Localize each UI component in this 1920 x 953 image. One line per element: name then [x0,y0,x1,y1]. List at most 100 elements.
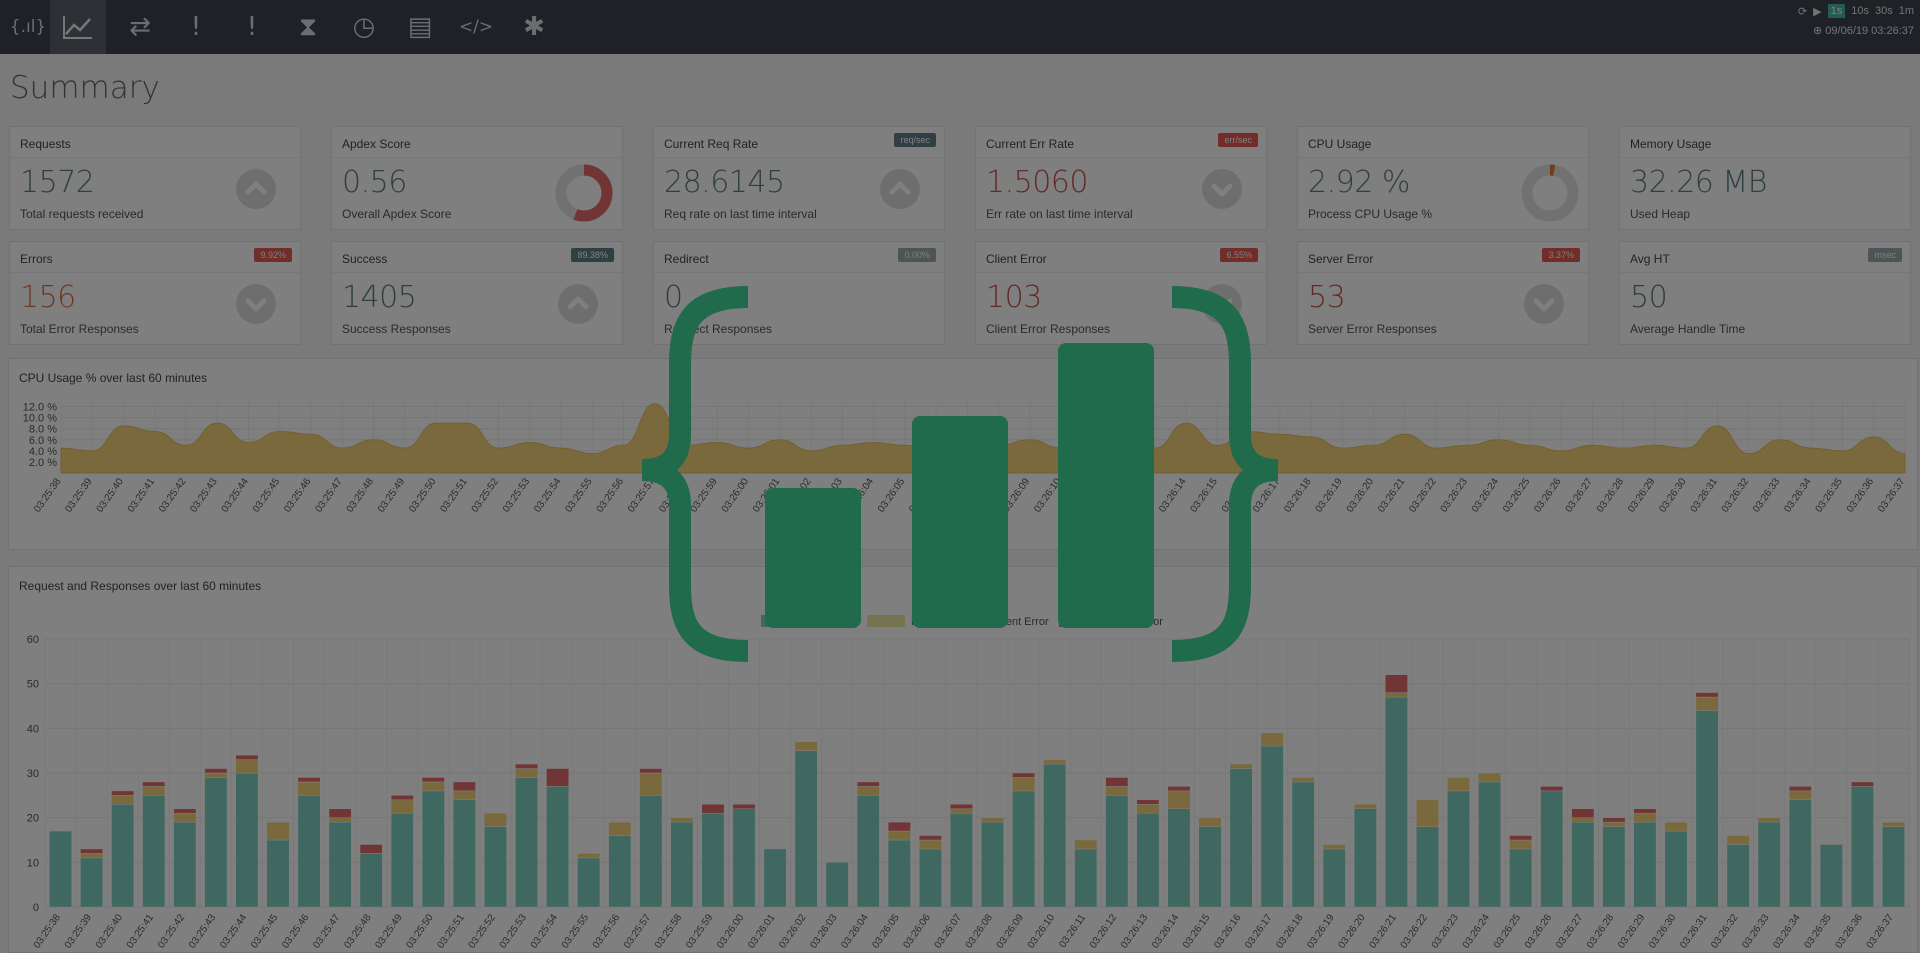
bar-success [1540,790,1564,908]
bar-success [732,808,756,908]
transfer-icon: ⇄ [129,12,151,42]
bar-success [266,839,290,908]
bar-server-error [421,777,445,783]
nav-item-line-chart[interactable] [50,0,106,54]
nav-item-document[interactable]: ▤ [392,0,448,54]
nav-item-transfer[interactable]: ⇄ [112,0,168,54]
x-tick-label: 03:25:46 [280,912,312,951]
bar-success [421,790,445,908]
y-tick-label: 8.0 % [29,424,57,436]
x-tick-label: 03:26:19 [1305,912,1337,951]
bar-client-error [887,830,911,841]
card-divider [1620,272,1910,273]
x-tick-label: 03:26:28 [1585,912,1617,951]
card-subtitle: Server Error Responses [1308,322,1437,336]
bar-server-error [856,781,880,787]
nav-item-clock[interactable]: ◷ [336,0,392,54]
x-tick-label: 03:25:38 [32,476,64,515]
bar-client-error [235,759,259,774]
bar-server-error [1167,786,1191,792]
x-tick-label: 03:26:17 [1243,912,1275,951]
exclamation-icon: ! [246,12,258,42]
card-divider [10,272,300,273]
nav-item-exclamation[interactable]: ! [224,0,280,54]
bar-success [111,804,135,908]
nav-item-status[interactable]: {.ıl} [0,0,56,54]
nav-item-asterisk[interactable]: ✱ [506,0,562,54]
bar-client-error [856,786,880,796]
nav-item-hourglass[interactable]: ⧗ [280,0,336,54]
arrow-up-icon [558,284,598,324]
bar-server-error [887,821,911,832]
y-tick-label: 0 [33,902,39,914]
interval-option-selected[interactable]: 1s [1827,4,1846,18]
bar-success [1819,844,1843,908]
x-tick-label: 03:25:44 [220,476,252,515]
nav-item-alert-circle[interactable]: ! [168,0,224,54]
x-tick-label: 03:25:52 [470,476,502,515]
bar-success [1416,826,1439,908]
card-title: Client Error [986,252,1047,266]
timestamp-text: 09/06/19 03:26:37 [1825,25,1914,37]
refresh-icon[interactable]: ⟳ [1797,5,1808,18]
x-tick-label: 03:26:25 [1501,476,1533,515]
x-tick-label: 03:26:20 [1336,912,1368,951]
bar-client-error [1074,839,1098,850]
bar-success [825,862,849,908]
x-tick-label: 03:26:21 [1376,476,1408,515]
nav-item-code[interactable]: </> [448,0,504,54]
x-tick-label: 03:26:22 [1399,912,1431,951]
card-divider [654,272,944,273]
bar-success [328,821,352,908]
bar-client-error [80,853,104,859]
x-tick-label: 03:26:14 [1150,912,1182,951]
bar-client-error [1447,777,1470,792]
bar-server-error [1633,808,1657,814]
x-tick-label: 03:26:09 [995,912,1027,951]
card-badge: 3.37% [1542,248,1580,262]
interval-option[interactable]: 1m [1898,5,1914,17]
bar-success [297,795,321,908]
x-tick-label: 03:26:01 [746,912,778,951]
x-tick-label: 03:26:31 [1678,912,1710,951]
document-icon: ▤ [407,12,433,42]
bar-success [49,830,72,908]
x-tick-label: 03:25:49 [376,476,408,515]
bar-success [1384,696,1408,908]
bar-client-error [1353,804,1377,809]
card-subtitle: Used Heap [1630,207,1691,221]
play-icon[interactable]: ▶ [1813,5,1822,18]
bar-server-error [1509,835,1533,841]
bar-client-error [204,772,228,778]
bar-client-error [1633,812,1657,823]
bar-success [1882,826,1905,908]
interval-option[interactable]: 10s [1851,5,1869,17]
bar-success [1478,781,1502,908]
bar-client-error [1260,732,1284,747]
bar-client-error [639,772,663,796]
page-title: Summary [10,70,160,106]
x-tick-label: 03:26:08 [964,912,996,951]
x-tick-label: 03:25:39 [63,476,95,515]
card-title: Server Error [1308,252,1374,266]
x-tick-label: 03:25:56 [595,476,627,515]
interval-option[interactable]: 30s [1874,5,1893,17]
x-tick-label: 03:26:13 [1119,912,1151,951]
bar-client-error [1198,817,1222,827]
x-tick-label: 03:25:42 [156,912,188,951]
bar-success [173,821,197,908]
bar-client-error [297,781,321,796]
y-tick-label: 4.0 % [29,446,57,458]
x-tick-label: 03:26:37 [1876,476,1908,515]
card-badge: 89.38% [571,248,614,262]
x-tick-label: 03:26:35 [1802,912,1834,951]
bar-success [484,826,507,908]
bar-server-error [235,754,259,760]
card-badge: 6.55% [1220,248,1258,262]
bar-server-error [1695,692,1719,698]
arrow-down-icon [1524,284,1564,324]
bar-success [1788,799,1812,908]
x-tick-label: 03:26:32 [1720,476,1752,515]
clock-icon: ◷ [352,12,376,42]
bar-server-error [359,844,383,854]
